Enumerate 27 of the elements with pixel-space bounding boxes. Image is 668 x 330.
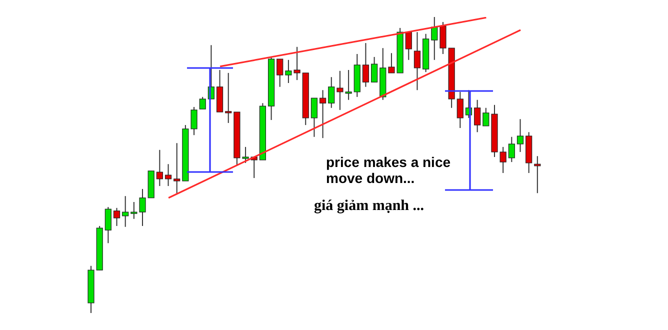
annotation: price makes a nice move down... (326, 154, 452, 186)
candlestick (328, 76, 335, 108)
candlestick (371, 56, 378, 83)
candlestick (225, 72, 232, 124)
candlestick (139, 188, 146, 226)
candlestick (122, 196, 129, 228)
candlestick (174, 142, 180, 195)
candlestick (508, 136, 515, 163)
candlestick (482, 107, 490, 126)
candlestick (500, 146, 506, 174)
candlestick (276, 58, 284, 88)
candlestick (405, 32, 412, 60)
candlestick (310, 98, 318, 138)
candlestick (156, 149, 163, 187)
candlestick (199, 96, 206, 110)
annotation: giá giảm mạnh ... (314, 198, 426, 214)
candlestick (431, 17, 438, 60)
candlestick (164, 164, 172, 187)
candlestick (516, 118, 524, 152)
candlestick (456, 91, 464, 128)
candlestick (414, 32, 421, 91)
candlestick (362, 42, 370, 88)
candlestick (474, 99, 481, 133)
candlestick (319, 90, 326, 139)
candlestick (104, 206, 112, 244)
candlestick (113, 207, 120, 226)
candlestick (130, 202, 138, 220)
